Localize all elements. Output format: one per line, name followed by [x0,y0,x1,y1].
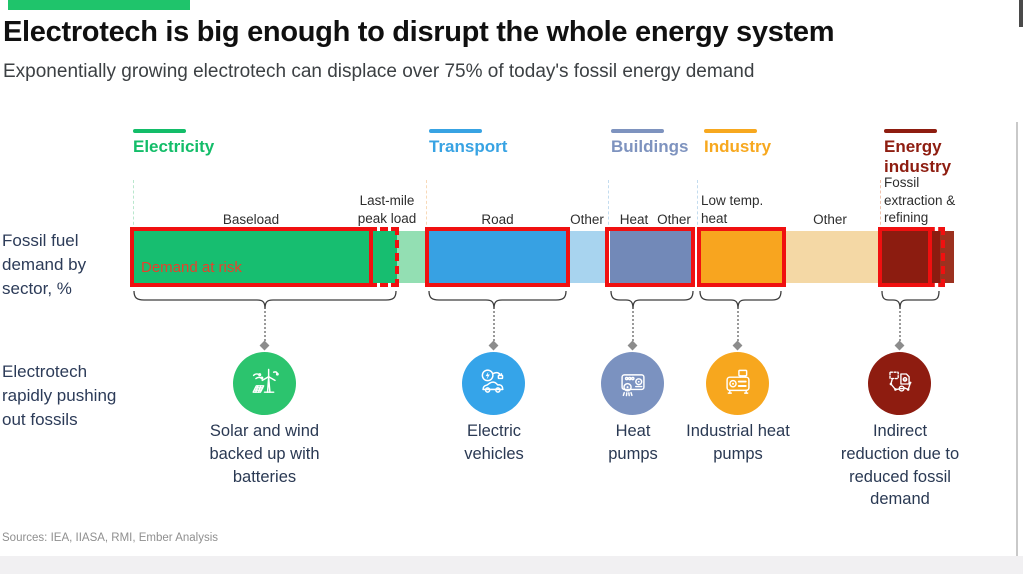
segment-label-lowtemp-heat: Low temp. heat [701,193,764,226]
brace-road [428,290,567,312]
section-title-buildings: Buildings [611,137,689,156]
heat-pump-icon-circle [601,352,664,415]
indirect-reduction-icon [880,364,920,404]
section-overline-electricity [133,129,186,133]
section-title-energy-industry: Energy industry [884,137,952,176]
page-title: Electrotech is big enough to disrupt the… [3,16,835,48]
wind-turbine-solar-icon [245,364,285,404]
connector-electricity [264,311,266,341]
connector-buildings [632,311,634,341]
boundary-line-energy-industry [880,180,881,230]
bar-segment-road [428,231,567,283]
section-title-transport: Transport [429,137,508,156]
bar-segment-transport-other [567,231,607,283]
risk-outline-road [425,227,570,287]
caption-industrial-heat-pumps: Industrial heat pumps [686,422,790,463]
boundary-line-electricity [133,180,134,230]
boundary-line-buildings [608,180,609,230]
brace-heat [610,290,694,312]
segment-label-industry-other: Other [813,212,847,227]
section-overline-energy-industry [884,129,937,133]
diamond-marker-transport [488,340,499,351]
section-title-electricity: Electricity [133,137,215,156]
industrial-heat-pump-icon-circle [706,352,769,415]
segment-label-heat: Heat [619,212,649,227]
boundary-line-industry [697,180,698,230]
industrial-heat-pump-icon [718,364,758,404]
bar-segment-baseload [133,231,397,283]
bar-segment-industry-other [782,231,879,283]
segment-label-fossil-extraction: Fossil extraction & refining [884,175,956,226]
electric-vehicle-icon-circle [462,352,525,415]
segment-label-buildings-other: Other [657,212,691,227]
page-edge-line [1016,122,1018,556]
diamond-marker-electricity [259,340,270,351]
diamond-marker-energy-industry [894,340,905,351]
connector-transport [493,311,495,341]
connector-industry [737,311,739,341]
connector-energy-industry [899,311,901,341]
segment-label-baseload: Baseload [222,212,280,227]
bar-segment-electricity-other [397,231,426,283]
risk-outline-lastmile-dashed [369,227,399,287]
section-title-industry: Industry [704,137,772,156]
row-label-electrotech: Electrotech rapidly pushing out fossils [2,362,117,430]
electric-vehicle-icon [474,364,514,404]
sources-note: Sources: IEA, IIASA, RMI, Ember Analysis [2,532,219,544]
risk-outline-baseload [130,227,373,287]
bar-segment-lowtemp-heat [699,231,782,283]
section-overline-buildings [611,129,664,133]
bar-segment-buildings [610,231,694,283]
window-edge-sliver [1019,0,1023,27]
solar-wind-icon-circle [233,352,296,415]
risk-outline-buildings-heat [605,227,695,287]
brace-electricity [133,290,397,312]
boundary-line-transport [426,180,427,230]
caption-heat-pumps: Heat pumps [608,422,658,463]
segment-label-road: Road [481,212,514,227]
brace-lowtemp-heat [699,290,782,312]
caption-solar-wind: Solar and wind backed up with batteries [209,422,320,486]
demand-at-risk-label: Demand at risk [141,259,242,276]
row-label-fossil-demand: Fossil fuel demand by sector, % [2,231,87,299]
diamond-marker-industry [732,340,743,351]
caption-indirect-reduction: Indirect reduction due to reduced fossil… [840,422,960,509]
risk-outline-fossil-extraction-dashed [928,227,945,287]
risk-outline-fossil-extraction [878,227,932,287]
segment-label-lastmile: Last-mile peak load [357,193,417,226]
indirect-reduction-icon-circle [868,352,931,415]
diamond-marker-buildings [627,340,638,351]
page-subtitle: Exponentially growing electrotech can di… [3,61,755,82]
section-overline-transport [429,129,482,133]
risk-outline-lowtemp-heat [697,227,786,287]
section-overline-industry [704,129,757,133]
caption-electric-vehicles: Electric vehicles [464,422,524,463]
segment-label-transport-other: Other [570,212,604,227]
accent-bar [8,0,190,10]
brace-fossil-extraction [881,290,940,312]
heat-pump-icon [613,364,653,404]
bottom-strip [0,556,1023,574]
